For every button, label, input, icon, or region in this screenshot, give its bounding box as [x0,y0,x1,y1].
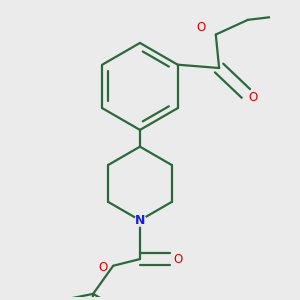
Text: N: N [135,214,145,227]
Text: O: O [196,21,206,34]
Text: O: O [173,253,183,266]
Text: O: O [99,261,108,274]
Text: O: O [249,91,258,104]
